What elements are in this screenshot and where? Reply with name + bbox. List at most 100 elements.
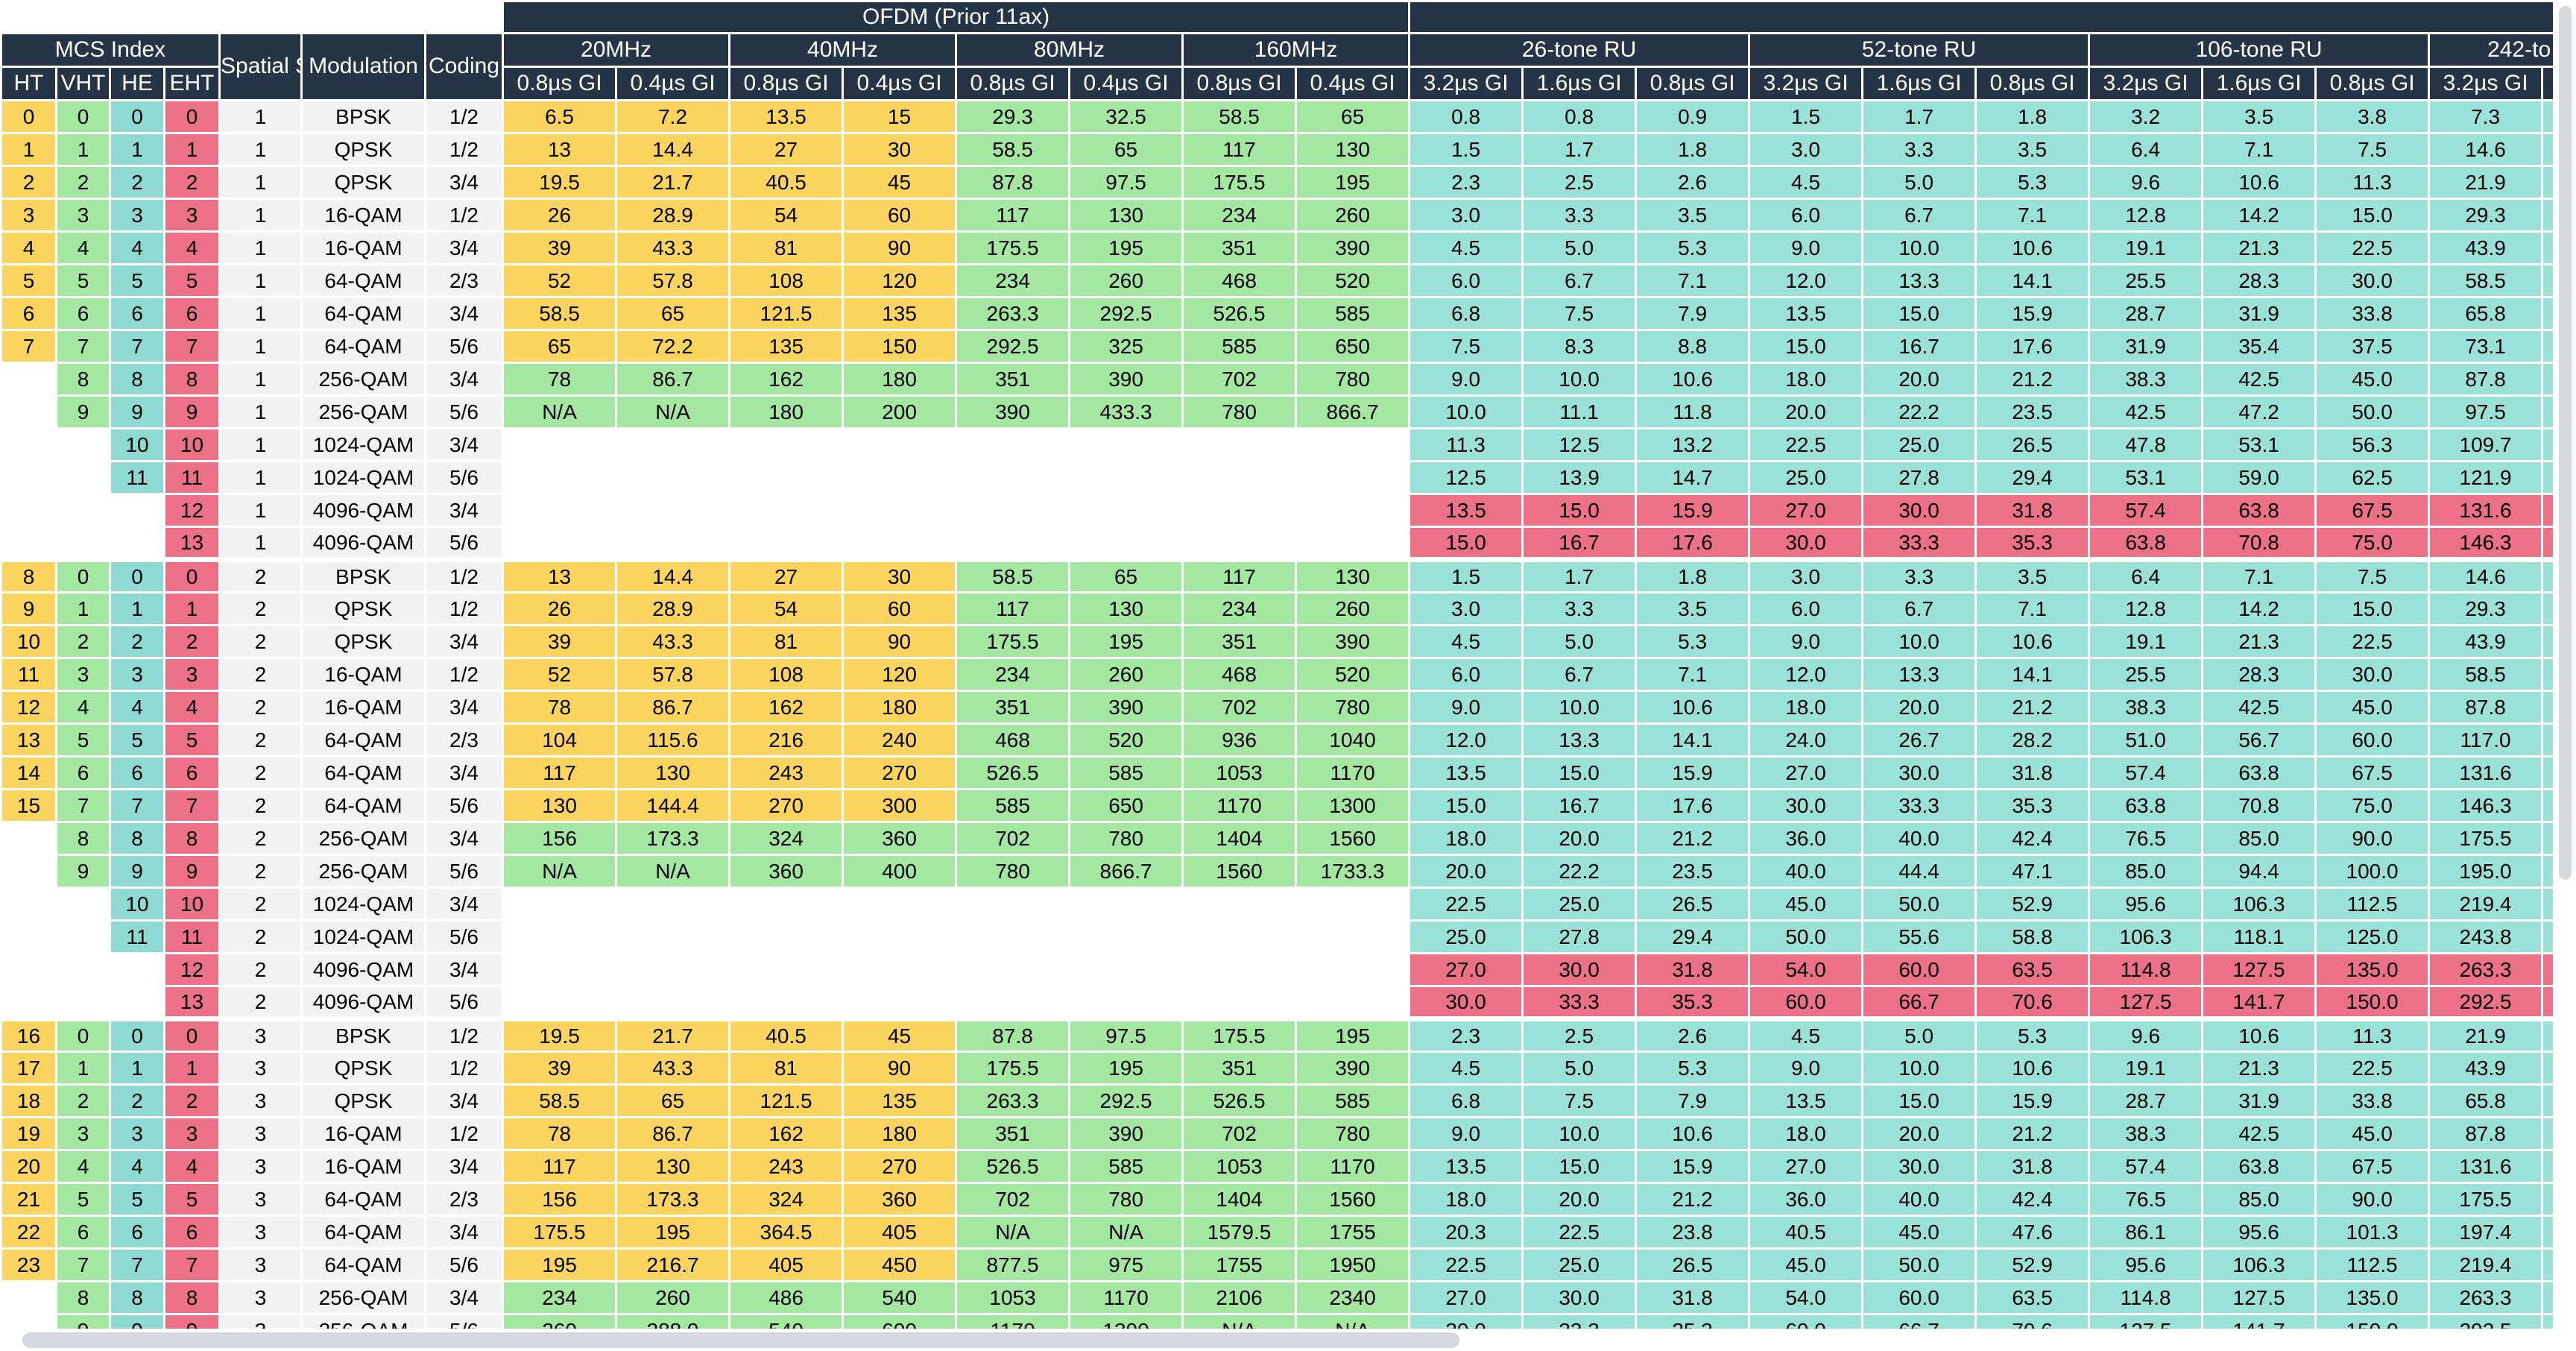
ofdm-rate-cell: 234 [502,1280,618,1315]
ht-index-cell [0,952,57,987]
ofdm-rate-cell: 520 [1295,263,1411,298]
coding-cell: 3/4 [423,1215,505,1250]
guard-interval-header: 1.6µs GI [1861,66,1977,101]
ofdm-rate-cell [842,919,958,954]
ofdm-rate-cell: 130 [615,1149,731,1184]
ru-rate-cell: 7.1 [1635,263,1751,298]
vht-index-cell: 4 [55,690,111,725]
guard-interval-header: 0.4µs GI [615,66,731,101]
ofdm-rate-cell [728,526,845,561]
ru-rate-cell: 33.3 [1861,788,1977,823]
ofdm-rate-cell: 1170 [1295,755,1411,790]
vht-index-cell [55,887,111,922]
he-index-cell [109,526,165,561]
coding-cell: 1/2 [423,99,505,134]
ru-rate-cell: 27.0 [1408,952,1524,987]
ht-index-cell: 7 [0,329,57,364]
ru-rate-cell: 7.1 [1974,198,2091,233]
table-row: 8 0 0 0 2 BPSK 1/2 13 14.4 27 30 58.5 65 117 130 1.5 1.7… [0,557,2556,593]
bandwidth-header: 80MHz [955,32,1184,68]
coding-cell: 1/2 [423,557,505,593]
ru-rate-cell: 13.5 [1408,493,1524,528]
ru-rate-cell: 11.3 [1408,427,1524,462]
ofdm-rate-cell: 104 [502,722,618,758]
coding-cell: 1/2 [423,657,505,692]
ofdm-rate-cell: 1560 [1181,854,1298,889]
guard-interval-header: 3.2µs GI [1408,66,1524,101]
horizontal-scrollbar[interactable] [0,1329,2576,1351]
index-col-header: VHT [55,66,111,101]
ru-rate-cell: 10.6 [1635,690,1751,725]
spatial-stream-cell: 2 [218,722,303,758]
ru-rate-cell: 9.6 [2088,165,2204,200]
ofdm-rate-cell: 162 [728,690,845,725]
ru-rate-cell: 90.0 [2314,821,2431,856]
bandwidth-header: 160MHz [1181,32,1411,68]
ofdm-rate-cell: 585 [1295,1083,1411,1118]
spatial-stream-cell: 2 [218,591,303,626]
ofdm-rate-cell [615,985,731,1020]
coding-cell: 5/6 [423,1247,505,1282]
ru-rate-cell: 175.5 [2428,821,2544,856]
ru-partial-cell [2541,1016,2556,1053]
ofdm-rate-cell: N/A [955,1215,1071,1250]
ru-rate-cell: 18.0 [1408,821,1524,856]
ru-rate-cell: 40.5 [1748,1215,1864,1250]
ru-rate-cell: 22.2 [1861,394,1977,429]
ru-rate-cell: 15.0 [2314,198,2431,233]
ht-index-cell: 23 [0,1247,57,1282]
ofdm-rate-cell: 52 [502,263,618,298]
ru-rate-cell: 47.8 [2088,427,2204,462]
ru-rate-cell: 135.0 [2314,1280,2431,1315]
ht-index-cell [0,460,57,495]
ru-partial-cell [2541,1215,2556,1250]
modulation-cell: 16-QAM [300,198,426,233]
ofdm-rate-cell: 120 [842,657,958,692]
ofdm-rate-cell: 65 [1295,99,1411,134]
ru-rate-cell: 10.0 [1521,362,1638,397]
eht-index-cell: 6 [163,296,221,331]
ofdm-rate-cell: 390 [1068,1116,1184,1151]
guard-interval-header: 0.8µs GI [502,66,618,101]
ofdm-rate-cell: 263.3 [955,296,1071,331]
he-index-cell: 4 [109,1149,165,1184]
vertical-scrollbar-thumb[interactable] [2559,6,2572,880]
ofdm-rate-cell [842,493,958,528]
coding-cell: 3/4 [423,624,505,659]
ofdm-rate-cell: 780 [955,854,1071,889]
vht-index-cell: 8 [55,362,111,397]
ofdm-rate-cell: 173.3 [615,1182,731,1217]
ofdm-rate-cell: 86.7 [615,1116,731,1151]
vht-index-cell: 2 [55,624,111,659]
ru-rate-cell: 5.3 [1974,1016,2091,1053]
vht-index-cell [55,460,111,495]
ofdm-rate-cell: 65 [1068,557,1184,593]
he-index-cell: 0 [109,99,165,134]
table-row: 8 8 8 3 256-QAM 3/4 234 260 486 540 1053 1170 2106 23… [0,1280,2556,1315]
ofdm-rate-cell: 324 [728,1182,845,1217]
ru-rate-cell: 146.3 [2428,526,2544,561]
ru-rate-cell: 11.1 [1521,394,1638,429]
ru-rate-cell: 13.5 [1748,296,1864,331]
ru-rate-cell: 175.5 [2428,1182,2544,1217]
ofdm-rate-cell [615,952,731,987]
ru-rate-cell: 95.6 [2088,1247,2204,1282]
ru-rate-cell: 22.2 [1521,854,1638,889]
eht-index-cell: 13 [163,526,221,561]
ofdm-rate-cell [615,526,731,561]
modulation-cell: 64-QAM [300,263,426,298]
ofdm-rate-cell: 28.9 [615,591,731,626]
horizontal-scrollbar-thumb[interactable] [22,1332,1459,1348]
ru-rate-cell: 18.0 [1408,1182,1524,1217]
coding-cell: 5/6 [423,394,505,429]
table-row: 23 7 7 7 3 64-QAM 5/6 195 216.7 405 450 877.5 975 175… [0,1247,2556,1282]
eht-index-cell: 13 [163,985,221,1020]
ru-rate-cell: 43.9 [2428,230,2544,265]
ofdm-rate-cell [1295,952,1411,987]
ofdm-rate-cell: 130 [502,788,618,823]
ru-rate-cell: 263.3 [2428,952,2544,987]
ofdm-rate-cell: 1560 [1295,1182,1411,1217]
eht-index-cell: 2 [163,165,221,200]
ru-rate-cell: 26.5 [1635,1247,1751,1282]
